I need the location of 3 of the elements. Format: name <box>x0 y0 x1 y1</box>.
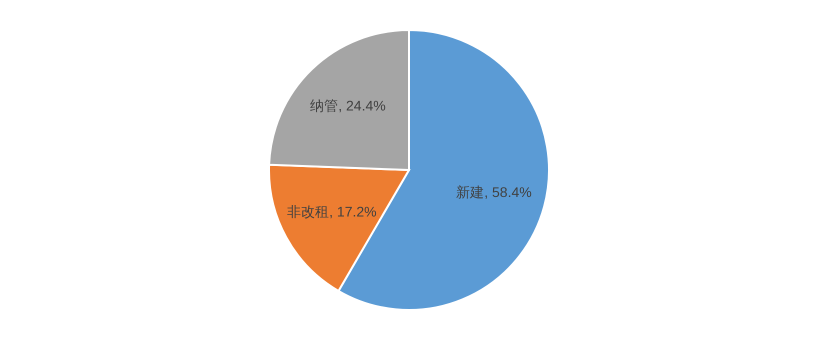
slice-label: 新建, 58.4% <box>456 184 532 200</box>
slice-label: 纳管, 24.4% <box>310 98 386 114</box>
slice-label: 非改租, 17.2% <box>287 203 377 220</box>
